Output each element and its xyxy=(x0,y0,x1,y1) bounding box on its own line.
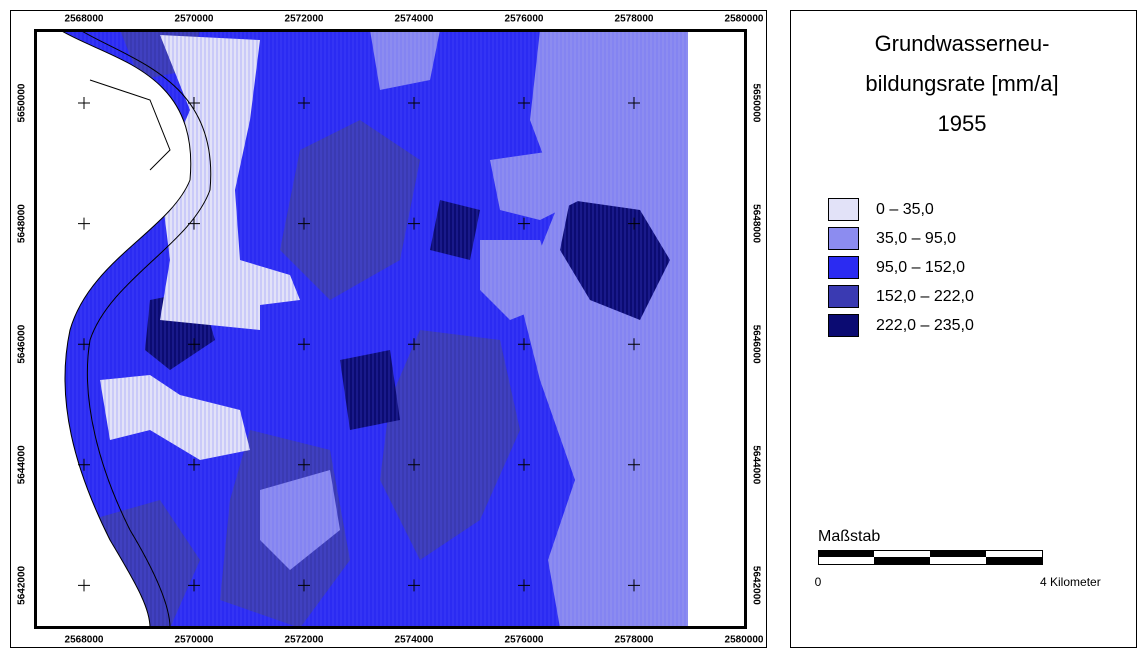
scale-bar xyxy=(818,550,1043,565)
map-area xyxy=(35,30,745,628)
y-coord-label: 5650000 xyxy=(17,83,28,122)
x-coord-label: 2570000 xyxy=(175,635,214,646)
y-coord-label: 5646000 xyxy=(750,325,761,364)
legend-swatch xyxy=(829,286,859,308)
legend-swatch xyxy=(829,199,859,221)
scale-label: 4 Kilometer xyxy=(1040,575,1101,589)
legend-swatch xyxy=(829,228,859,250)
legend-label: 0 – 35,0 xyxy=(876,201,934,218)
scale-title: Maßstab xyxy=(818,528,880,545)
title: 1955 xyxy=(938,111,987,136)
no-data xyxy=(688,30,745,628)
legend-swatch xyxy=(829,257,859,279)
x-coord-label: 2576000 xyxy=(505,635,544,646)
legend-label: 152,0 – 222,0 xyxy=(876,288,974,305)
x-coord-label: 2574000 xyxy=(395,14,434,25)
legend-swatch xyxy=(829,315,859,337)
y-coord-label: 5642000 xyxy=(750,566,761,605)
y-coord-label: 5646000 xyxy=(17,324,28,363)
x-coord-label: 2580000 xyxy=(725,635,764,646)
x-coord-label: 2578000 xyxy=(615,635,654,646)
x-coord-label: 2580000 xyxy=(725,14,764,25)
x-coord-label: 2568000 xyxy=(65,635,104,646)
scale-label: 0 xyxy=(815,575,822,589)
x-coord-label: 2572000 xyxy=(285,635,324,646)
x-coord-label: 2576000 xyxy=(505,14,544,25)
map-figure: Grundwasserneu- bildungsrate [mm/a] 1955… xyxy=(0,0,1141,653)
page: {"map": { "x_coords": [2568000, 2570000,… xyxy=(0,0,1141,653)
legend-label: 35,0 – 95,0 xyxy=(876,230,956,247)
y-coord-label: 5642000 xyxy=(17,565,28,604)
y-coord-label: 5644000 xyxy=(750,445,761,484)
x-coord-label: 2568000 xyxy=(65,14,104,25)
y-coord-label: 5644000 xyxy=(17,445,28,484)
legend-label: 95,0 – 152,0 xyxy=(876,259,965,276)
title: Grundwasserneu- xyxy=(875,31,1050,56)
x-coord-label: 2572000 xyxy=(285,14,324,25)
y-coord-label: 5648000 xyxy=(750,204,761,243)
y-coord-label: 5648000 xyxy=(17,204,28,243)
legend-label: 222,0 – 235,0 xyxy=(876,317,974,334)
title: bildungsrate [mm/a] xyxy=(865,71,1058,96)
x-coord-label: 2574000 xyxy=(395,635,434,646)
x-coord-label: 2570000 xyxy=(175,14,214,25)
y-coord-label: 5650000 xyxy=(750,84,761,123)
x-coord-label: 2578000 xyxy=(615,14,654,25)
